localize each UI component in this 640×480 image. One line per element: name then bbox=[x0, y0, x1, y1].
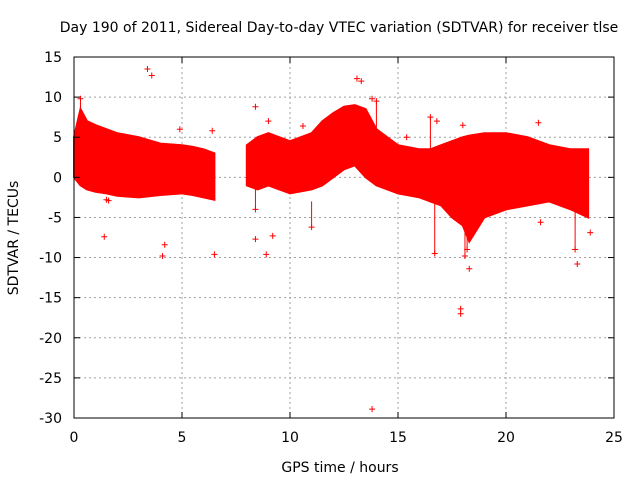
data-point bbox=[105, 197, 112, 204]
y-tick-label: 10 bbox=[44, 90, 62, 106]
axis-ticks: 0 5 10 15 20 25 15 10 5 0 -5 -10 -15 -20 -25 -30 bbox=[39, 50, 623, 446]
data-point bbox=[369, 95, 376, 102]
data-point bbox=[461, 252, 468, 259]
data-point bbox=[144, 66, 151, 73]
x-tick-label: 5 bbox=[178, 430, 187, 446]
data-points bbox=[101, 66, 594, 413]
y-tick-label: 5 bbox=[53, 130, 62, 146]
data-point bbox=[431, 250, 438, 257]
data-point bbox=[535, 119, 542, 126]
data-point bbox=[269, 232, 276, 239]
data-point bbox=[537, 219, 544, 226]
data-point bbox=[209, 127, 216, 134]
x-tick-label: 25 bbox=[605, 430, 623, 446]
plot-frame bbox=[73, 56, 615, 419]
data-band bbox=[245, 104, 432, 203]
data-point bbox=[433, 118, 440, 125]
data-point bbox=[263, 251, 270, 258]
data-point bbox=[101, 233, 108, 240]
data-point bbox=[373, 98, 380, 105]
data-point bbox=[308, 224, 315, 231]
data-point bbox=[358, 78, 365, 85]
data-band bbox=[429, 132, 590, 244]
data-point bbox=[403, 134, 410, 141]
y-tick-label: -25 bbox=[39, 371, 62, 387]
data-point bbox=[252, 206, 259, 213]
data-band bbox=[73, 106, 216, 202]
data-point bbox=[369, 406, 376, 413]
y-tick-label: 0 bbox=[53, 170, 62, 186]
data-point bbox=[457, 310, 464, 317]
data-point bbox=[148, 72, 155, 79]
data-bands bbox=[73, 104, 590, 244]
data-point bbox=[353, 75, 360, 82]
data-point bbox=[299, 122, 306, 129]
data-point bbox=[572, 246, 579, 253]
y-axis-label: SDTVAR / TECUs bbox=[6, 181, 22, 296]
chart-title: Day 190 of 2011, Sidereal Day-to-day VTE… bbox=[60, 20, 619, 36]
x-tick-label: 0 bbox=[70, 430, 79, 446]
y-tick-label: -20 bbox=[39, 331, 62, 347]
x-tick-label: 20 bbox=[497, 430, 515, 446]
data-point bbox=[252, 103, 259, 110]
data-point bbox=[427, 114, 434, 121]
data-point bbox=[77, 95, 84, 102]
data-point bbox=[464, 246, 471, 253]
data-point bbox=[211, 251, 218, 258]
data-point bbox=[334, 126, 341, 133]
x-tick-label: 10 bbox=[281, 430, 299, 446]
data-point bbox=[252, 236, 259, 243]
data-point bbox=[161, 241, 168, 248]
data-point bbox=[159, 252, 166, 259]
x-axis-label: GPS time / hours bbox=[281, 460, 398, 476]
data-point bbox=[466, 265, 473, 272]
data-point bbox=[459, 122, 466, 129]
data-point bbox=[574, 260, 581, 267]
data-spikes bbox=[77, 95, 579, 259]
y-tick-label: -5 bbox=[48, 210, 62, 226]
data-point bbox=[265, 118, 272, 125]
data-point bbox=[587, 229, 594, 236]
data-point bbox=[176, 126, 183, 133]
x-tick-label: 15 bbox=[389, 430, 407, 446]
y-tick-label: -10 bbox=[39, 251, 62, 267]
y-tick-label: 15 bbox=[44, 50, 62, 66]
y-tick-label: -15 bbox=[39, 291, 62, 307]
y-tick-label: -30 bbox=[39, 411, 62, 427]
